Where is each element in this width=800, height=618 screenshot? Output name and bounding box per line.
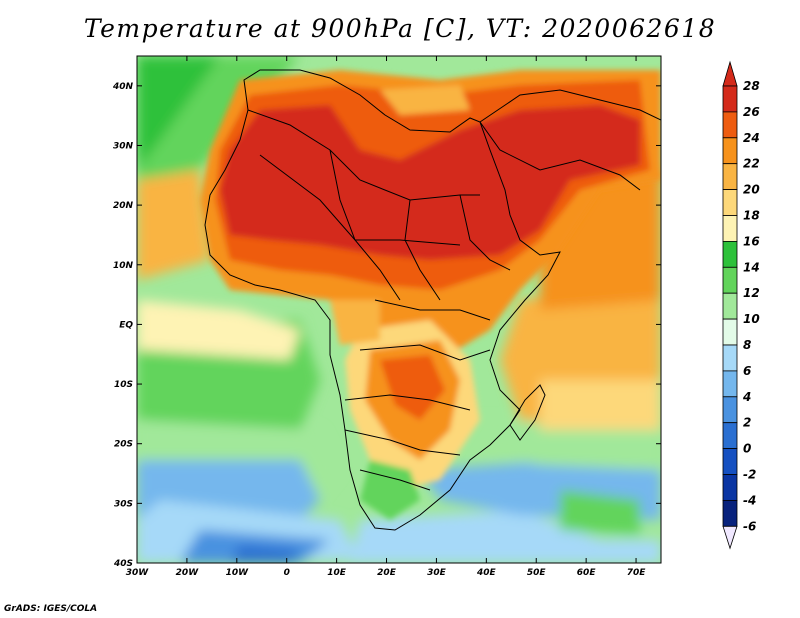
colorbar-label: 18	[743, 209, 760, 223]
colorbar-label: -2	[743, 468, 756, 482]
lat-label: 10S	[114, 380, 133, 390]
colorbar-swatch	[722, 448, 738, 475]
colorbar-label: 4	[742, 390, 751, 404]
colorbar-swatch	[722, 422, 738, 450]
lat-label: 40S	[113, 559, 133, 569]
colorbar-swatch	[722, 266, 738, 294]
colorbar-label: 2	[743, 416, 751, 430]
lon-label: 70E	[627, 568, 647, 578]
colorbar-swatch	[722, 396, 738, 424]
lat-label: 30N	[113, 141, 134, 151]
longitude-axis: 30W 20W 10W 0 10E 20E 30E 40E 50E 60E 70E	[126, 56, 646, 578]
lon-label: 50E	[527, 568, 547, 578]
colorbar-label: 6	[743, 364, 751, 378]
colorbar-swatch	[722, 499, 738, 527]
map-title: Temperature at 900hPa [C], VT: 202006261…	[83, 14, 717, 43]
lon-label: 10W	[226, 568, 250, 578]
lat-label: 40N	[112, 82, 134, 92]
colorbar-label: 20	[743, 183, 760, 197]
colorbar-swatch	[722, 163, 738, 190]
colorbar-swatch	[722, 215, 738, 242]
country-borders	[204, 69, 661, 531]
colorbar-label: 28	[743, 79, 760, 93]
lat-label: 20S	[114, 440, 133, 450]
colorbar-label: 14	[743, 260, 760, 274]
colorbar-label: 12	[743, 286, 760, 300]
colorbar-swatch	[722, 111, 738, 139]
colorbar-label: 22	[743, 157, 760, 171]
colorbar-label: 24	[743, 131, 760, 145]
lon-label: 20E	[377, 568, 397, 578]
colorbar-label: 16	[743, 234, 760, 248]
lat-label: 20N	[113, 201, 134, 211]
colorbar-label: 10	[743, 312, 760, 326]
colorbar-label: 26	[743, 105, 760, 119]
colorbar-swatch	[722, 474, 738, 501]
colorbar-swatch	[722, 240, 738, 268]
colorbar-swatch	[722, 318, 738, 346]
lon-label: 40E	[476, 568, 497, 578]
colorbar-swatch	[722, 85, 738, 113]
lat-label: 30S	[114, 499, 133, 509]
colorbar-label: -4	[743, 493, 756, 507]
map-frame	[136, 55, 662, 564]
lon-label: 10E	[327, 568, 347, 578]
grads-credit: GrADS: IGES/COLA	[4, 604, 98, 614]
colorbar-top-arrow	[722, 60, 738, 87]
colorbar-swatch	[722, 189, 738, 216]
colorbar-label: -6	[743, 519, 756, 533]
colorbar-label: 8	[743, 338, 751, 352]
colorbar-bottom-arrow	[722, 525, 738, 550]
lon-label: 0	[284, 568, 290, 578]
latitude-axis: 40N 30N 20N 10N EQ 10S 20S 30S 40S	[112, 82, 661, 569]
temperature-field	[137, 56, 661, 563]
lon-label: 30E	[427, 568, 447, 578]
lat-label: EQ	[119, 320, 133, 330]
colorbar-swatch	[722, 370, 738, 398]
colorbar-swatch	[722, 137, 738, 165]
lat-label: 10N	[113, 261, 134, 271]
colorbar-label: 0	[743, 442, 751, 456]
colorbar-swatch	[722, 344, 738, 372]
lon-label: 60E	[577, 568, 597, 578]
lon-label: 20W	[176, 568, 200, 578]
lon-label: 30W	[126, 568, 150, 578]
colorbar-swatch	[722, 292, 738, 320]
